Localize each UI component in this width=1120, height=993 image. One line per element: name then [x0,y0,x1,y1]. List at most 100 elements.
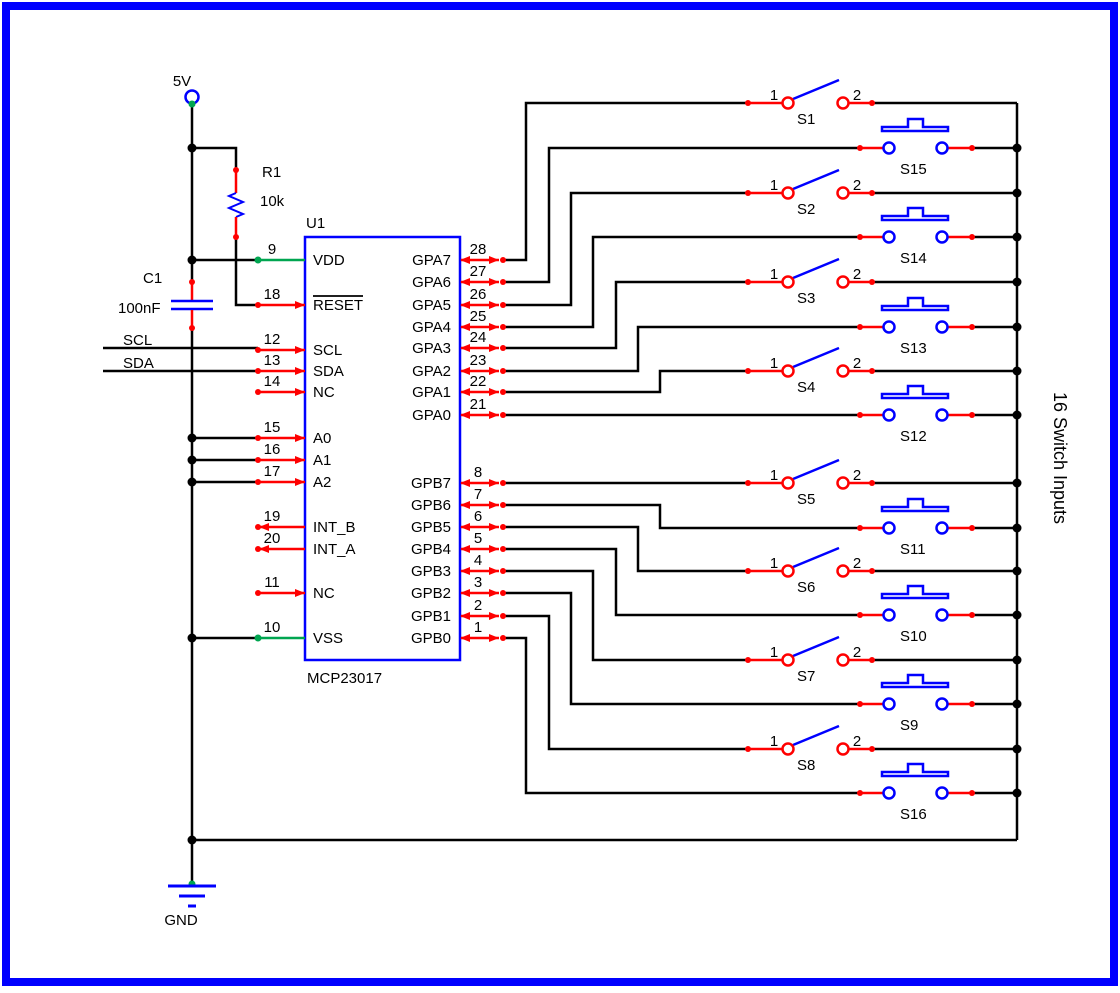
node-dot [869,100,875,106]
terminal-1-label: 1 [770,733,778,750]
switch-s16: S16 [857,762,1022,823]
pin-number: 26 [470,286,487,303]
node-dot [500,590,506,596]
wire-gpa3-to-s3 [503,280,748,350]
terminal-2-label: 2 [853,733,861,750]
switch-s7: 1 2 S7 [745,635,1022,685]
pin-label: GPA3 [412,340,451,357]
node-dot [745,568,751,574]
pin-number: 20 [264,530,281,547]
wire-gpb0-to-s16 [503,636,860,795]
pin-arrow-icon [460,567,470,575]
bus-junction-dot [1012,322,1022,332]
pin-arrow-icon [489,612,499,620]
pin-arrow-icon [489,344,499,352]
terminal-1-icon [781,96,795,110]
terminal-1-icon [781,742,795,756]
switch-s9: S9 [857,673,1022,734]
switch-label: S4 [797,379,815,396]
pin-label: SCL [313,342,342,359]
node-dot [869,480,875,486]
pin-arrow-icon [489,523,499,531]
node-dot [255,479,261,485]
node-dot [255,302,261,308]
node-dot [857,324,863,330]
terminal-2-icon [935,230,949,244]
terminal-1-label: 1 [770,555,778,572]
node-dot [500,502,506,508]
pin-gpa2-23: 23 GPA2 [412,352,506,380]
node-dot [500,524,506,530]
pin-label: GPB6 [411,497,451,514]
pin-number: 27 [470,263,487,280]
node-dot [500,324,506,330]
pin-gpb7-8: 8 GPB7 [411,464,506,492]
switch-label: S11 [900,541,926,558]
switch-lever-icon [792,78,840,101]
wiring [103,103,1019,884]
ic-ref: U1 [306,215,325,232]
pin-number: 13 [264,352,281,369]
pin-arrow-icon [460,301,470,309]
pin-label: GPA6 [412,274,451,291]
node-dot [857,412,863,418]
switch-label: S16 [900,806,927,823]
node-dot [969,790,975,796]
pin-label: A1 [313,452,331,469]
node-dot [969,234,975,240]
wire-gpa7-to-s1 [503,101,748,262]
bus-junction-dot [1012,744,1022,754]
pin-gpa0-21: 21 GPA0 [412,396,506,424]
switch-s6: 1 2 S6 [745,546,1022,596]
node-dot [869,368,875,374]
switch-label: S8 [797,757,815,774]
terminal-1-label: 1 [770,177,778,194]
junction-dot [187,835,197,845]
terminal-2-icon [836,476,850,490]
terminal-1-icon [882,230,896,244]
pin-nc-14: 14 NC [255,373,335,401]
wire-r1-top [192,146,238,170]
pin-number: 23 [470,352,487,369]
terminal-2-icon [935,786,949,800]
pin-a0-15: 15 A0 [255,419,331,447]
switch-label: S6 [797,579,815,596]
resistor-value: 10k [260,193,285,210]
terminal-1-label: 1 [770,355,778,372]
node-dot [500,389,506,395]
pushbutton-actuator-icon [880,206,950,222]
ic-u1: U1 MCP23017 [303,215,462,687]
bus-junction-dot [1012,566,1022,576]
node-dot [500,568,506,574]
switch-s5: 1 2 S5 [745,458,1022,508]
terminal-2-icon [836,742,850,756]
side-note-label: 16 Switch Inputs [1050,392,1070,524]
scl-net-label: SCL [123,332,152,349]
terminal-1-icon [781,186,795,200]
node-dot [869,190,875,196]
terminal-2-icon [836,364,850,378]
wire-gpb1-to-s8 [503,614,748,751]
pin-gpb1-2: 2 GPB1 [411,597,506,625]
node-dot [857,701,863,707]
pin-label: GPA7 [412,252,451,269]
switch-s10: S10 [857,584,1022,645]
pin-arrow-icon [295,367,305,375]
pin-gpb2-3: 3 GPB2 [411,574,506,602]
pin-gpa4-25: 25 GPA4 [412,308,506,336]
switch-net-wires [503,101,860,795]
pin-gpb3-4: 4 GPB3 [411,552,506,580]
wire-gpb3-to-s7 [503,569,748,662]
node-dot [500,368,506,374]
switch-lever-icon [792,724,840,747]
terminal-2-label: 2 [853,266,861,283]
capacitor-c1: C1 100nF [118,270,213,331]
switch-label: S12 [900,428,927,445]
junction-dot [187,433,197,443]
pin-arrow-icon [460,388,470,396]
terminal-1-icon [882,521,896,535]
terminal-2-icon [935,320,949,334]
switch-label: S10 [900,628,927,645]
terminal-1-icon [882,408,896,422]
pin-arrow-icon [489,411,499,419]
